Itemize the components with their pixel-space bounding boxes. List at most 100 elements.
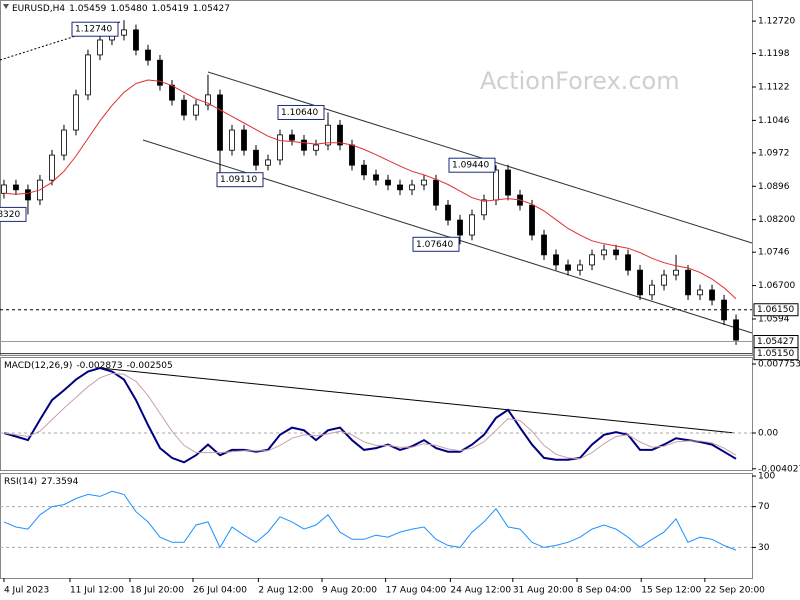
y-tick-label: 1.1122 [758, 82, 790, 92]
y-tick-label: 1.06700 [758, 281, 795, 291]
candle-body [649, 284, 655, 296]
level-label: 1.06150 [757, 305, 794, 315]
price-annotation-box [277, 104, 325, 120]
candle-body [121, 29, 127, 36]
candle-body [49, 154, 55, 181]
panel-header: RSI(14) 27.3594 [4, 477, 79, 487]
candle-body [625, 254, 631, 271]
price-annotation: 1.09440 [452, 161, 489, 171]
y-tick-label: 1.1046 [758, 116, 790, 126]
candle-body [193, 104, 199, 116]
y-tick-label: 1.0896 [758, 182, 790, 192]
panel-header: MACD(12,26,9) -0.002873 -0.002505 [4, 361, 173, 371]
candle-body [169, 84, 175, 101]
header-value: -0.002873 [76, 361, 122, 371]
x-tick-label: 2 Aug 12:00 [258, 586, 313, 596]
candle-body [313, 144, 319, 151]
candle-body [145, 49, 151, 61]
y-tick-label: 70 [758, 502, 770, 512]
candle-body [97, 39, 103, 56]
series-line [3, 490, 737, 551]
candle-body [337, 124, 343, 146]
candle-body [73, 94, 79, 131]
candle-body [505, 169, 511, 196]
price-annotation-box [412, 236, 460, 252]
candle-body [409, 184, 415, 191]
candle-body [421, 179, 427, 186]
candle-body [61, 129, 67, 156]
x-tick-label: 31 Aug 20:00 [513, 586, 574, 596]
y-tick-label: 100 [758, 472, 775, 482]
y-tick-label: 1.0972 [758, 148, 790, 158]
x-tick-label: 24 Aug 12:00 [450, 586, 511, 596]
header-value: 1.05427 [193, 4, 230, 14]
candle-body [469, 214, 475, 236]
candle-body [685, 269, 691, 296]
panel-title: MACD(12,26,9) [4, 361, 72, 371]
x-tick-label: 18 Jul 20:00 [130, 586, 184, 596]
rsi-panel [0, 473, 753, 579]
header-value: 1.05480 [110, 4, 147, 14]
y-tick-label: 1.0594 [758, 314, 790, 324]
price-annotation-box [216, 172, 264, 188]
y-tick-label: 1.08200 [758, 215, 795, 225]
candle-body [1, 184, 7, 194]
candle-body [697, 289, 703, 296]
x-tick-label: 17 Aug 04:00 [386, 586, 447, 596]
y-tick-label: 30 [758, 543, 770, 553]
candle-body [265, 159, 271, 166]
series-line [3, 366, 737, 464]
candle-body [13, 184, 19, 191]
y-tick-label: 1.12720 [758, 17, 795, 27]
candle-body [565, 264, 571, 271]
header-value: 1.05459 [69, 4, 106, 14]
candle-body [373, 174, 379, 181]
x-tick-label: 8 Sep 04:00 [577, 586, 632, 596]
macd-panel [0, 357, 753, 471]
price-annotation-box [71, 21, 119, 37]
menu-icon [3, 4, 9, 9]
candle-body [493, 169, 499, 201]
candle-body [709, 289, 715, 301]
candle-body [457, 219, 463, 236]
candle-body [157, 59, 163, 86]
price-annotation: 1.10640 [281, 108, 318, 118]
candle-body [529, 204, 535, 236]
candle-body [433, 179, 439, 206]
header-value: 1.05419 [152, 4, 189, 14]
candle-body [577, 264, 583, 271]
level-box [753, 303, 799, 317]
candle-body [361, 164, 367, 176]
y-tick-label: -0.004027 [758, 464, 800, 474]
y-tick-label: 0.00 [758, 428, 778, 438]
candle-body [25, 189, 31, 201]
price-annotation: 1.09110 [220, 175, 257, 185]
candle-body [133, 29, 139, 51]
candle-body [445, 204, 451, 221]
candle-body [481, 199, 487, 216]
series-line [3, 372, 737, 460]
y-tick-label: 1.0746 [758, 248, 790, 258]
candle-body [601, 249, 607, 256]
x-tick-label: 15 Sep 12:00 [641, 586, 701, 596]
channel-upper [207, 71, 753, 244]
candle-body [397, 184, 403, 191]
candle-body [229, 129, 235, 151]
price-annotation: 1.12740 [75, 25, 112, 35]
candle-body [253, 149, 259, 166]
panel-header: EURUSD,H4 1.05459 1.05480 1.05419 1.05427 [12, 4, 230, 14]
candle-body [289, 134, 295, 141]
x-tick-label: 26 Jul 04:00 [193, 586, 247, 596]
candle-body [349, 144, 355, 166]
price-annotation: 1.07640 [416, 240, 453, 250]
watermark: ActionForex.com [480, 67, 680, 95]
y-tick-label: 0.007753 [758, 360, 800, 370]
candle-body [205, 94, 211, 106]
x-tick-label: 11 Jul 12:00 [70, 586, 124, 596]
panel-title: RSI(14) [4, 477, 37, 487]
macd-trend-line [99, 367, 736, 434]
candle-body [181, 99, 187, 116]
